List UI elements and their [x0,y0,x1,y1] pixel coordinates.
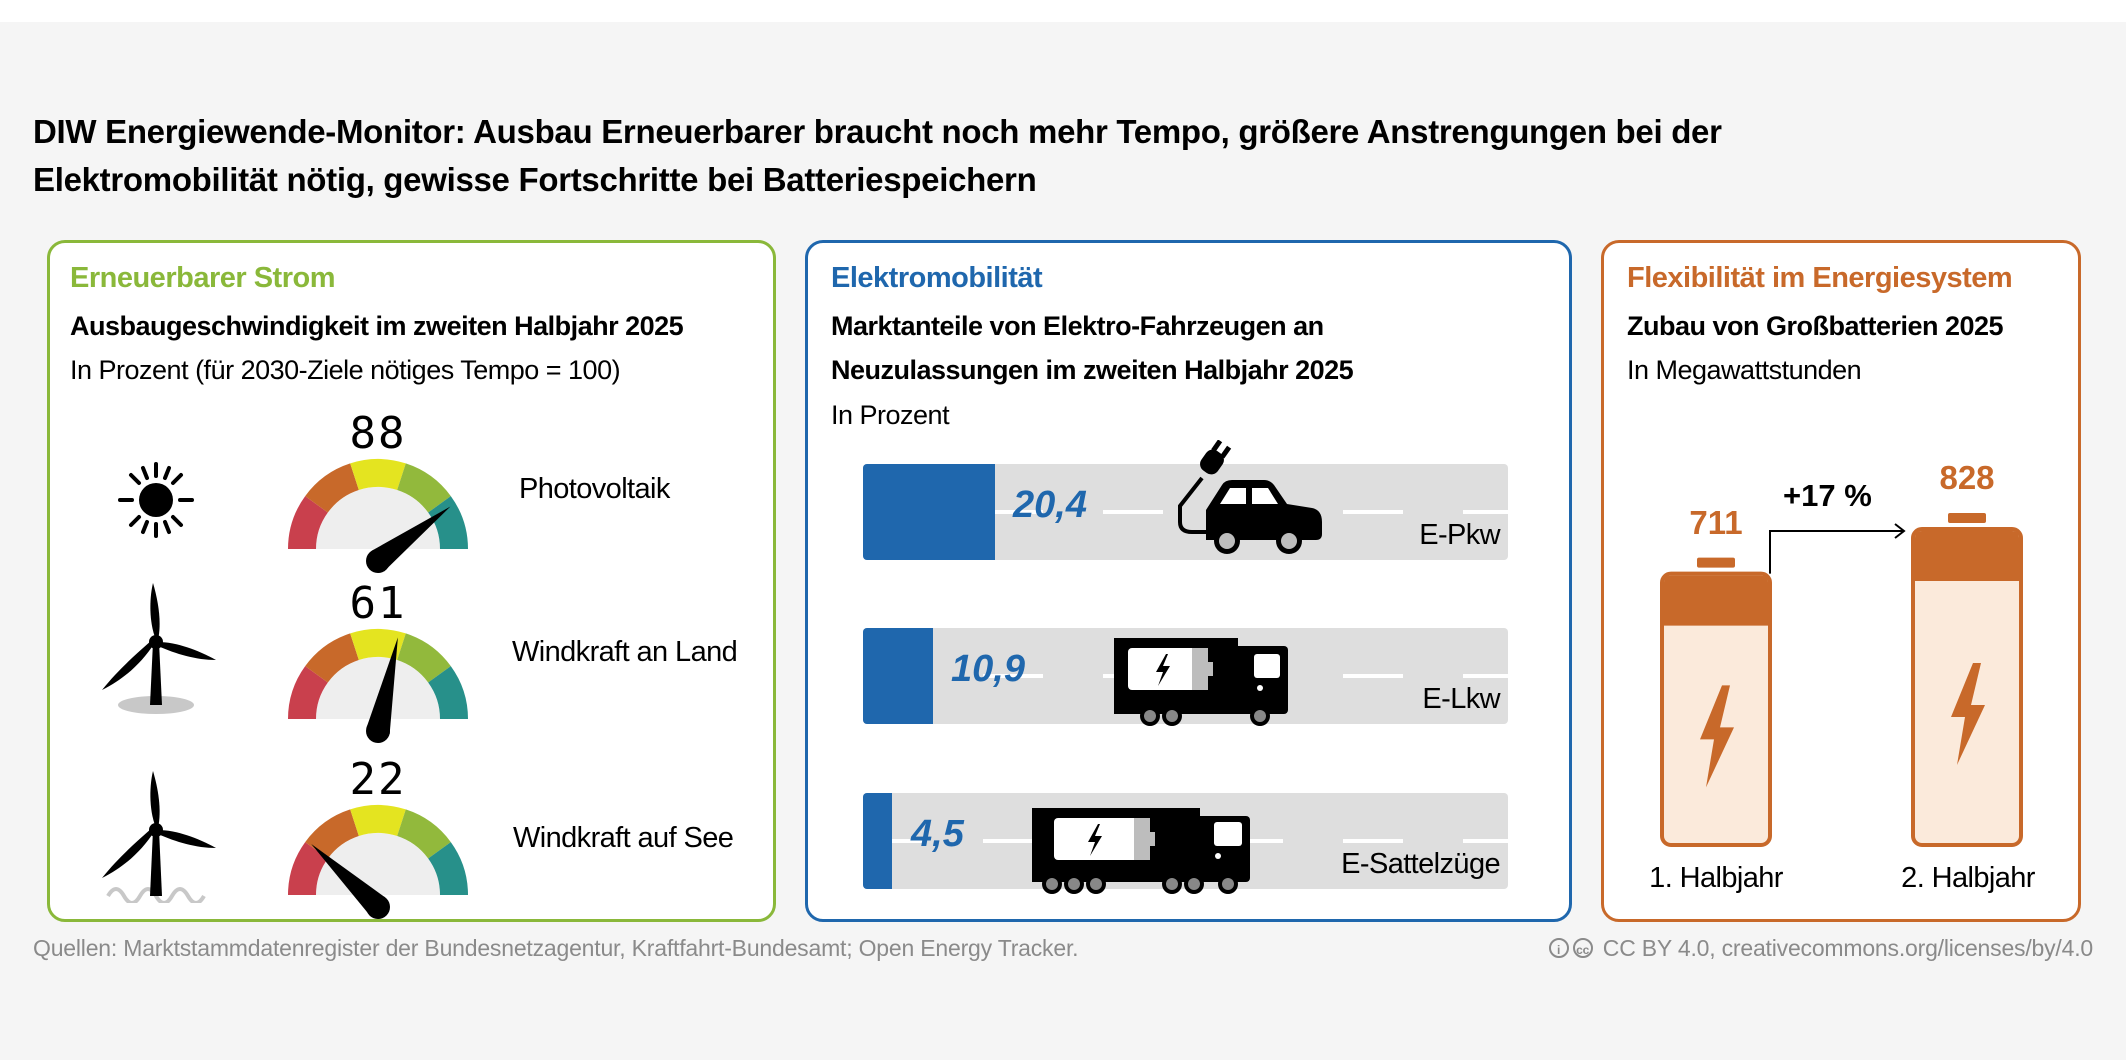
flexibility-unit: In Megawattstunden [1627,355,1862,385]
attribution-icon: i [1548,938,1569,958]
mobility-subtitle-1: Marktanteile von Elektro-Fahrzeugen an [831,311,1324,341]
creative-commons-icon: cc [1572,938,1593,958]
page-title: DIW Energiewende-Monitor: Ausbau Erneuer… [33,108,1722,204]
gauge-segment [305,463,359,513]
title-line-2: Elektromobilität nötig, gewisse Fortschr… [33,161,1037,198]
license-text: CC BY 4.0, creativecommons.org/licenses/… [1602,935,2093,961]
gauge-face [316,657,440,719]
battery-icon [1911,513,2023,847]
battery-charge [1915,531,2019,581]
gauge-segment [305,809,359,859]
electric-truck-icon [1114,638,1288,726]
renewable-subtitle: Ausbaugeschwindigkeit im zweiten Halbjah… [70,311,684,341]
gauge-segment [397,809,451,859]
bar-track: 20,4 E-Pkw [863,464,1508,560]
gauge-value: 22 [349,754,407,805]
gauge-needle [366,506,451,573]
battery-value: 828 [1939,459,1995,496]
onshore-wind-turbine-icon [102,583,216,714]
battery-charge [1664,575,1768,626]
title-line-1: DIW Energiewende-Monitor: Ausbau Erneuer… [33,113,1722,150]
gauge-needle [366,637,398,743]
electric-car-icon [1178,440,1322,554]
source-note: Quellen: Marktstammdatenregister der Bun… [33,935,1079,961]
gauge-segment [350,629,406,661]
change-label: +17 % [1783,478,1872,513]
gauge-label: Windkraft an Land [512,636,738,668]
battery-chart [1660,513,2023,848]
lightning-icon [1951,663,1985,765]
battery-value: 711 [1689,503,1743,541]
gauge-value: 88 [349,408,407,459]
gauge-photovoltaik [288,459,468,573]
electric-semi-truck-icon [1032,808,1250,894]
bar-label: E-Sattelzüge [1341,848,1500,880]
flexibility-heading: Flexibilität im Energiesystem [1627,262,2013,294]
bar-fill-e-lkw [863,628,934,724]
battery-label: 1. Halbjahr [1649,862,1783,894]
gauge-label: Windkraft auf See [513,822,734,854]
gauge-segment [428,496,468,549]
gauge-segment [288,496,328,549]
bar-label: E-Lkw [1422,683,1500,715]
renewable-heading: Erneuerbarer Strom [70,262,336,294]
gauge-needle [311,843,390,919]
flexibility-subtitle: Zubau von Großbatterien 2025 [1627,311,2004,341]
renewable-unit: In Prozent (für 2030-Ziele nötiges Tempo… [70,355,621,385]
mobility-heading: Elektromobilität [831,262,1043,294]
bar-value: 4,5 [911,813,964,855]
lightning-icon [1700,685,1734,788]
gauge-segment [428,666,468,719]
gauge-value: 61 [349,578,407,629]
gauge-segment [288,666,328,719]
gauge-segment [288,842,328,895]
bar-fill-e-pkw [863,464,995,560]
gauge-segment [305,633,359,683]
gauge-segment [397,463,451,513]
battery-label: 2. Halbjahr [1901,862,2035,894]
bar-value: 10,9 [951,648,1025,690]
license-note: i cc CC BY 4.0, creativecommons.org/licen… [1548,935,2093,962]
gauge-segment [397,633,451,683]
gauge-segment [428,842,468,895]
gauge-segment [350,805,406,837]
battery-cap [1948,513,1986,523]
gauge-onshore-wind [288,629,468,743]
sun-icon [118,462,194,538]
battery-cap [1697,557,1735,568]
road-dash [863,510,1508,514]
bar-fill-e-sattelzuege [863,793,893,889]
change-arrow [1769,523,1906,574]
mobility-subtitle-2: Neuzulassungen im zweiten Halbjahr 2025 [831,355,1354,385]
bar-label: E-Pkw [1419,519,1500,551]
top-strip [0,0,2126,22]
gauge-offshore-wind [288,805,468,919]
gauge-segment [350,459,406,491]
bar-value: 20,4 [1013,484,1087,526]
renewable-panel [47,240,776,922]
offshore-wind-turbine-icon [102,771,216,903]
gauge-label: Photovoltaik [519,473,670,505]
battery-icon [1660,557,1772,848]
mobility-unit: In Prozent [831,400,950,430]
